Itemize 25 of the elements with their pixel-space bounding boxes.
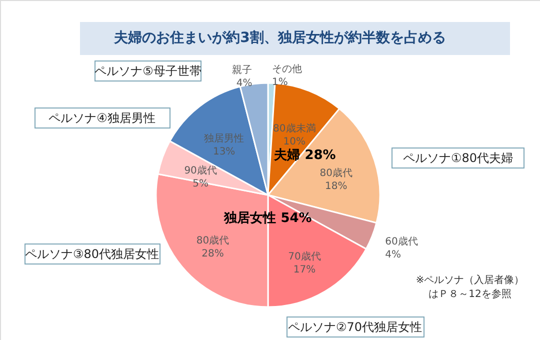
text: ※ペルソナ（入居者像） bbox=[416, 274, 524, 286]
text: ペルソナ①80代夫婦 bbox=[402, 151, 514, 165]
data-label: 13% bbox=[212, 146, 236, 158]
data-label: 17% bbox=[293, 264, 316, 276]
text: ペルソナ④独居男性 bbox=[48, 111, 156, 125]
slice-label: 独居男性 bbox=[204, 132, 244, 144]
data-label: 4% bbox=[385, 249, 402, 260]
slice-label: 60歳代 bbox=[385, 235, 418, 248]
slice-label: 70歳代 bbox=[288, 250, 321, 263]
chart-title: 夫婦のお住まいが約3割、独居女性が約半数を占める bbox=[113, 29, 446, 46]
text: はＰ８～12を参照 bbox=[428, 288, 512, 300]
slice-label: その他 bbox=[272, 63, 302, 76]
text: 独居女性 54% bbox=[223, 211, 312, 226]
data-label: 18% bbox=[325, 180, 348, 192]
data-label: 28% bbox=[202, 248, 224, 260]
data-label: 10% bbox=[283, 136, 306, 148]
text: 夫婦 28% bbox=[273, 148, 336, 163]
text: ペルソナ③80代独居女性 bbox=[24, 247, 160, 261]
data-label: 4% bbox=[236, 78, 252, 89]
slice-label: 親子 bbox=[232, 64, 252, 76]
slice-label: 80歳代 bbox=[320, 166, 353, 179]
text: ペルソナ②70代独居女性 bbox=[288, 320, 422, 334]
slice-label: 90歳代 bbox=[184, 164, 217, 177]
slice-label: 80歳未満 bbox=[273, 122, 316, 134]
slice-label: 80歳代 bbox=[196, 234, 230, 247]
